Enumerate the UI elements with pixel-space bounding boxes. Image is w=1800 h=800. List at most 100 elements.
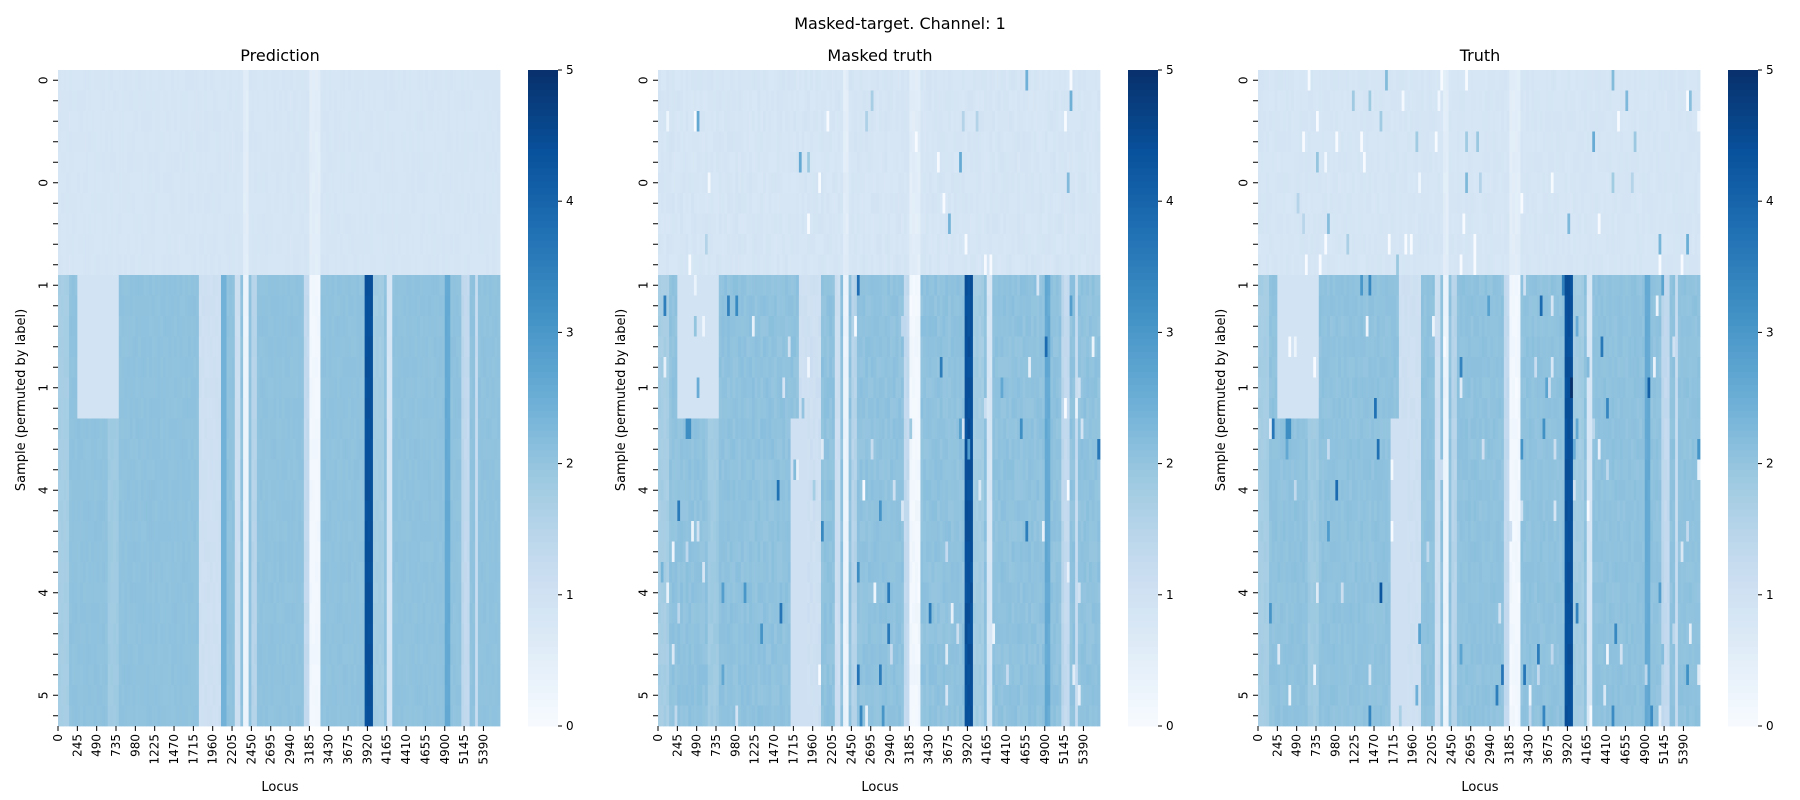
heatmap-cell bbox=[287, 541, 291, 563]
heatmap-cell bbox=[312, 480, 316, 501]
heatmap-cell bbox=[204, 562, 208, 583]
heatmap-cell bbox=[201, 541, 205, 563]
heatmap-cell bbox=[270, 193, 274, 214]
heatmap-cell bbox=[428, 480, 432, 501]
heatmap-cell bbox=[455, 685, 459, 706]
heatmap-cell bbox=[267, 644, 272, 665]
heatmap-cell bbox=[466, 664, 471, 686]
heatmap-cell bbox=[116, 316, 120, 337]
heatmap-cell bbox=[132, 418, 136, 440]
heatmap-cell bbox=[290, 398, 294, 419]
heatmap-cell bbox=[301, 90, 305, 112]
heatmap-cell bbox=[220, 172, 225, 194]
heatmap-cell bbox=[262, 193, 266, 214]
heatmap-cell bbox=[93, 418, 98, 440]
heatmap-cell bbox=[428, 213, 432, 235]
heatmap-cell bbox=[372, 480, 377, 501]
heatmap-cell bbox=[494, 131, 498, 153]
heatmap-cell bbox=[190, 439, 194, 460]
heatmap-cell bbox=[364, 623, 368, 645]
heatmap-cell bbox=[198, 500, 203, 522]
heatmap-cell bbox=[58, 193, 62, 214]
heatmap-cell bbox=[240, 377, 244, 399]
heatmap-cell bbox=[417, 439, 421, 460]
heatmap-cell bbox=[417, 275, 421, 296]
heatmap-cell bbox=[165, 541, 169, 563]
heatmap-cell bbox=[273, 275, 277, 296]
heatmap-cell bbox=[339, 623, 343, 645]
heatmap-cell bbox=[306, 316, 310, 337]
heatmap-cell bbox=[58, 644, 62, 665]
heatmap-cell bbox=[232, 131, 236, 153]
heatmap-cell bbox=[248, 70, 252, 91]
heatmap-cell bbox=[428, 70, 432, 91]
heatmap-cell bbox=[99, 316, 103, 337]
heatmap-cell bbox=[381, 152, 385, 173]
heatmap-cell bbox=[240, 603, 244, 624]
heatmap-cell bbox=[447, 336, 451, 358]
heatmap-cell bbox=[436, 213, 440, 235]
heatmap-cell bbox=[63, 664, 67, 686]
heatmap-cell bbox=[323, 90, 327, 112]
heatmap-cell bbox=[279, 439, 283, 460]
heatmap-cell bbox=[331, 480, 335, 501]
heatmap-cell bbox=[91, 705, 95, 727]
heatmap-cell bbox=[198, 172, 203, 194]
heatmap-cell bbox=[118, 582, 122, 604]
heatmap-cell bbox=[185, 644, 189, 665]
heatmap-cell bbox=[149, 644, 153, 665]
heatmap-cell bbox=[138, 439, 142, 460]
heatmap-cell bbox=[441, 664, 446, 686]
heatmap-cell bbox=[102, 562, 106, 583]
heatmap-cell bbox=[461, 603, 465, 624]
heatmap-cell bbox=[143, 213, 147, 235]
heatmap-cell bbox=[190, 111, 194, 132]
heatmap-cell bbox=[229, 664, 233, 686]
heatmap-cell bbox=[444, 582, 448, 604]
heatmap-cell bbox=[419, 90, 424, 112]
heatmap-cell bbox=[179, 131, 183, 153]
heatmap-cell bbox=[160, 664, 164, 686]
heatmap-cell bbox=[190, 70, 194, 91]
heatmap-cell bbox=[160, 623, 164, 645]
heatmap-cell bbox=[372, 90, 377, 112]
heatmap-cell bbox=[436, 562, 440, 583]
heatmap-cell bbox=[234, 398, 238, 419]
heatmap-cell bbox=[295, 541, 299, 563]
heatmap-cell bbox=[419, 685, 424, 706]
heatmap-cell bbox=[290, 582, 294, 604]
heatmap-cell bbox=[129, 213, 133, 235]
heatmap-cell bbox=[223, 439, 227, 460]
heatmap-cell bbox=[143, 459, 147, 481]
heatmap-cell bbox=[193, 459, 197, 481]
heatmap-cell bbox=[187, 152, 191, 173]
heatmap-cell bbox=[383, 152, 388, 173]
heatmap-cell bbox=[91, 254, 95, 276]
heatmap-cell bbox=[127, 254, 131, 276]
heatmap-cell bbox=[334, 131, 338, 153]
heatmap-cell bbox=[469, 623, 473, 645]
heatmap-cell bbox=[317, 480, 321, 501]
heatmap-cell bbox=[251, 357, 255, 378]
heatmap-cell bbox=[232, 664, 236, 686]
heatmap-cell bbox=[179, 172, 183, 194]
heatmap-cell bbox=[270, 234, 274, 255]
heatmap-cell bbox=[425, 603, 429, 624]
heatmap-cell bbox=[428, 275, 432, 296]
heatmap-cell bbox=[69, 459, 73, 481]
heatmap-cell bbox=[461, 418, 465, 440]
heatmap-cell bbox=[466, 172, 471, 194]
heatmap-cell bbox=[273, 152, 277, 173]
heatmap-cell bbox=[356, 459, 360, 481]
heatmap-cell bbox=[118, 398, 122, 419]
heatmap-cell bbox=[403, 152, 407, 173]
heatmap-cell bbox=[464, 664, 468, 686]
heatmap-cell bbox=[198, 70, 203, 91]
heatmap-cell bbox=[334, 439, 338, 460]
heatmap-cell bbox=[262, 521, 266, 542]
heatmap-cell bbox=[364, 111, 368, 132]
heatmap-cell bbox=[353, 398, 357, 419]
heatmap-cell bbox=[259, 172, 263, 194]
heatmap-cell bbox=[370, 234, 374, 255]
heatmap-cell bbox=[149, 172, 153, 194]
